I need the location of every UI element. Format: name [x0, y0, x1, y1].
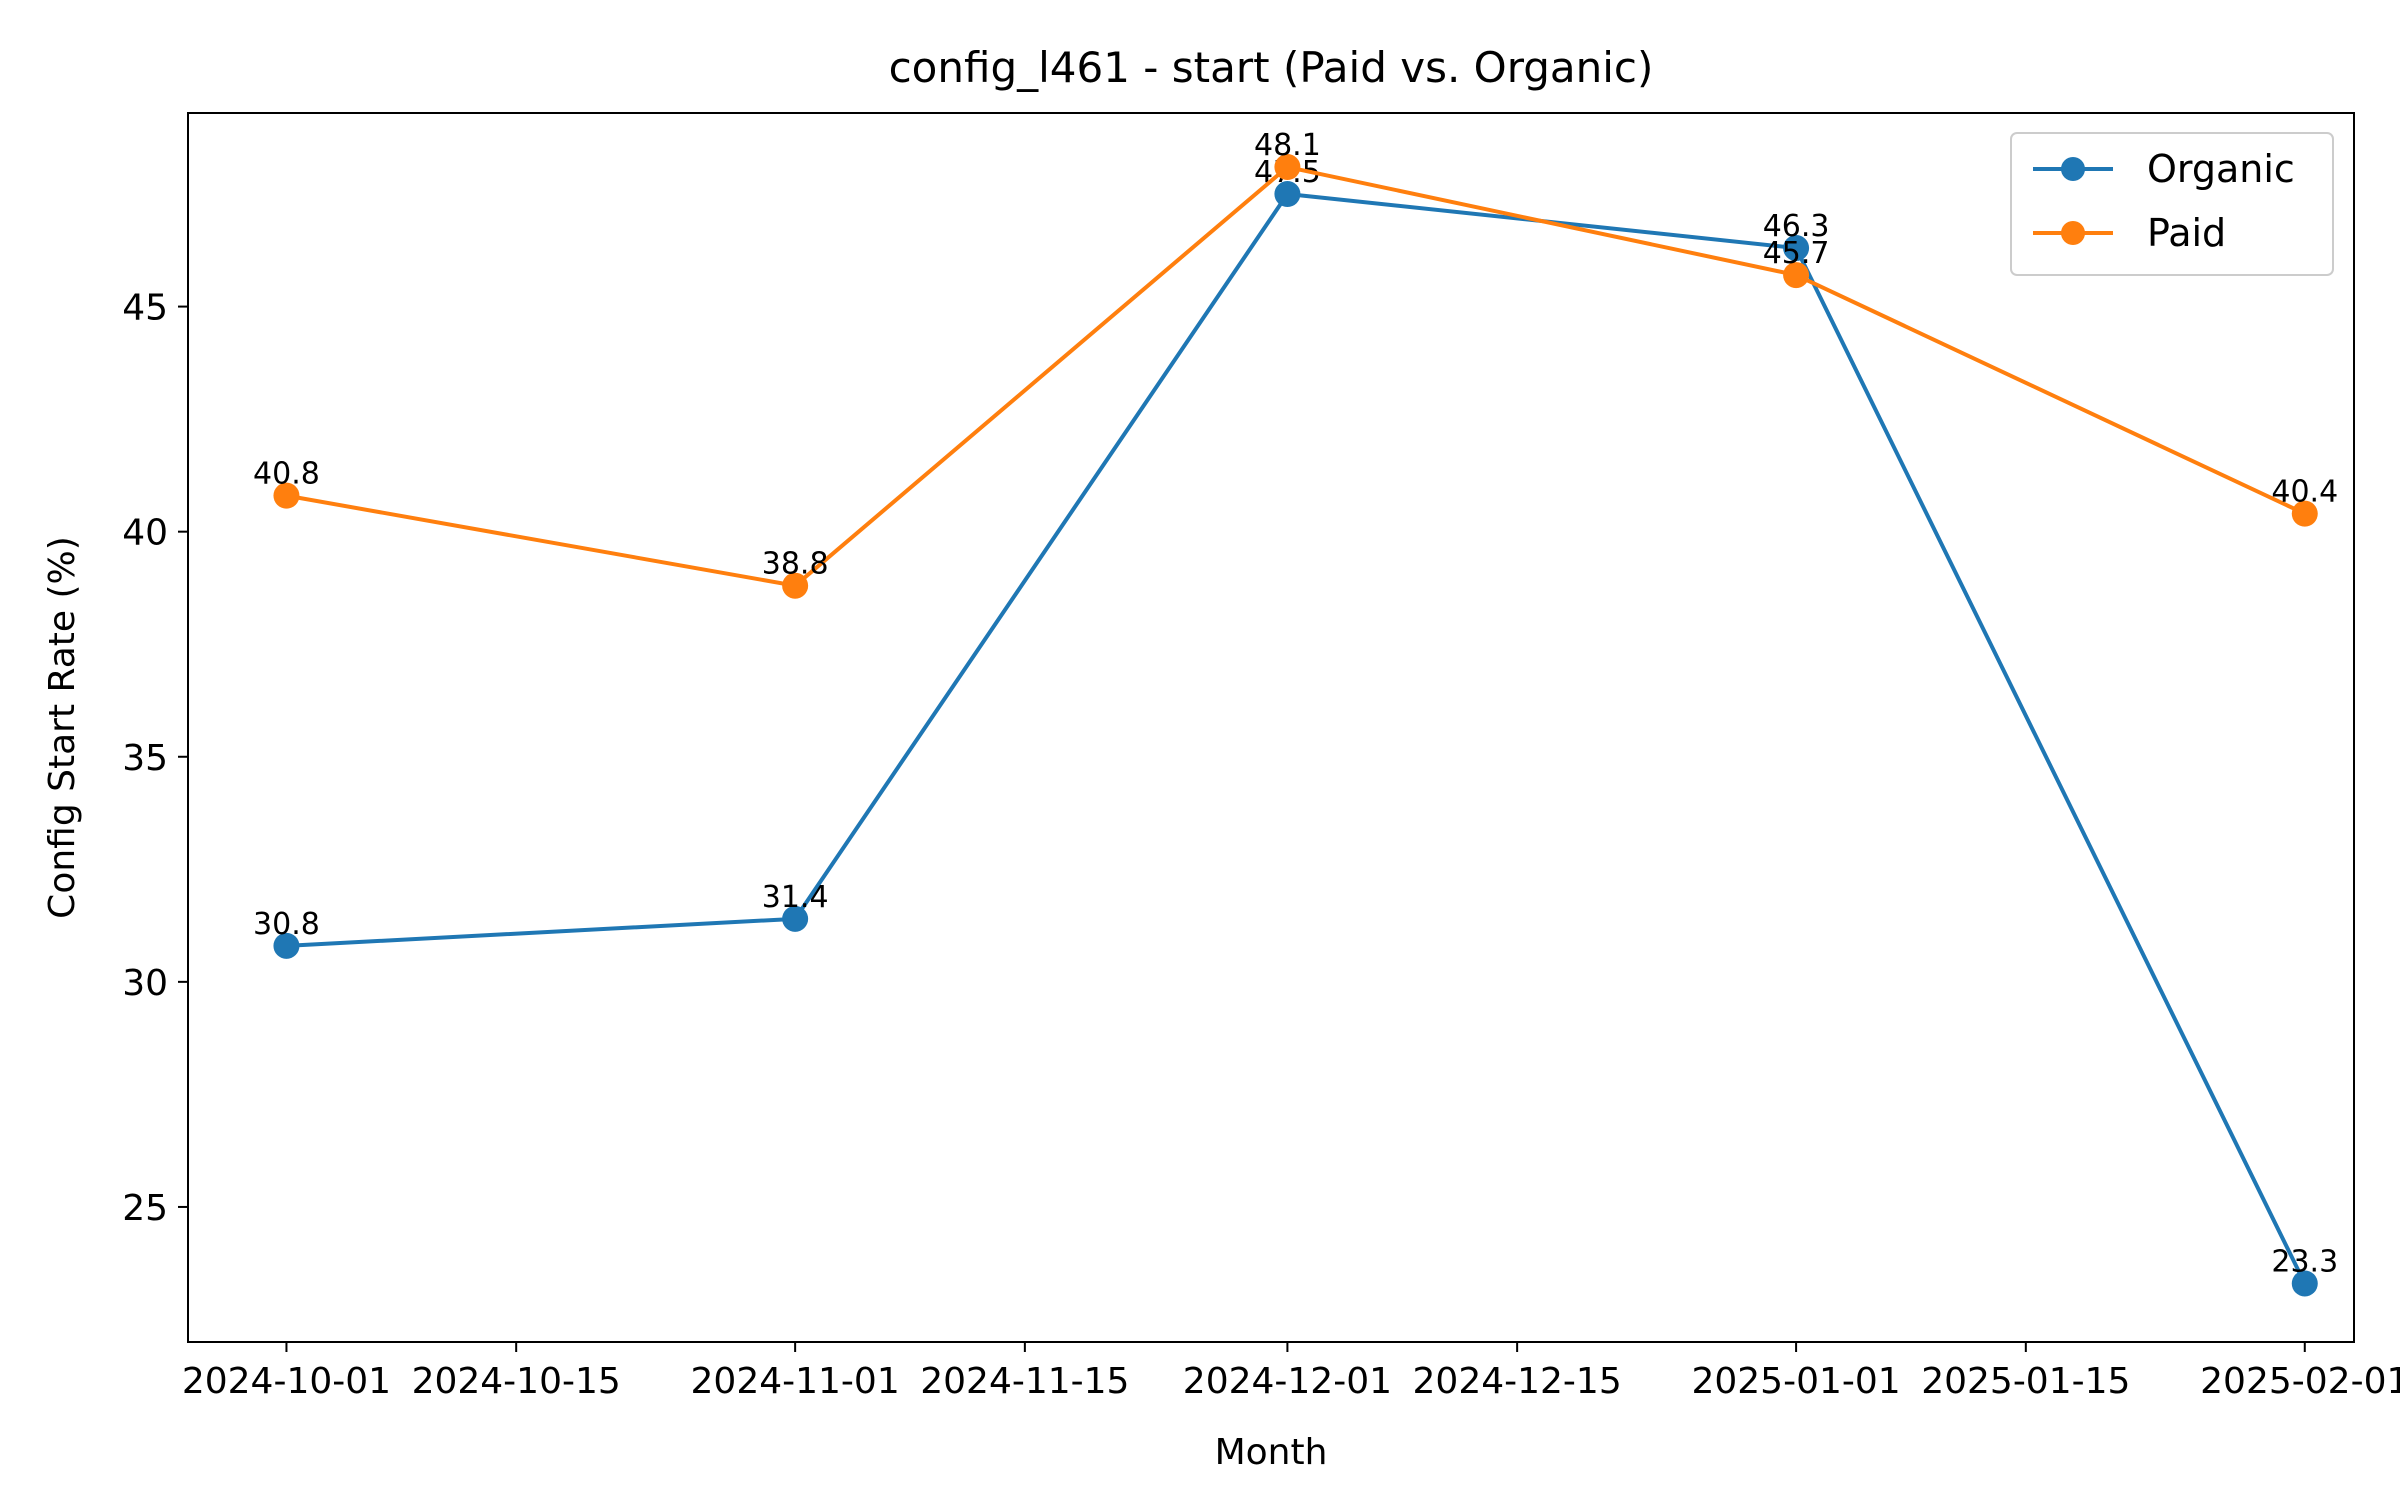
x-tick-label: 2024-12-01: [1183, 1361, 1392, 1402]
x-tick-label: 2025-01-15: [1921, 1361, 2130, 1402]
chart-title: config_l461 - start (Paid vs. Organic): [889, 43, 1654, 92]
data-point-organic: [782, 905, 809, 932]
data-label-organic: 31.4: [762, 880, 829, 915]
y-tick-label: 30: [122, 963, 168, 1004]
data-point-paid: [1783, 262, 1810, 289]
x-tick-label: 2024-12-15: [1413, 1361, 1622, 1402]
data-label-paid: 40.4: [2271, 475, 2338, 510]
data-label-organic: 23.3: [2271, 1244, 2338, 1279]
data-label-organic: 46.3: [1763, 209, 1830, 244]
legend-label-organic: Organic: [2147, 147, 2295, 191]
y-tick-label: 45: [122, 288, 168, 329]
legend-marker-organic: [2061, 157, 2085, 181]
y-axis-label: Config Start Rate (%): [42, 536, 83, 919]
data-point-organic: [1274, 181, 1301, 208]
data-point-organic: [2291, 1270, 2318, 1297]
data-label-paid: 40.8: [253, 457, 320, 492]
plot-area: 25 30 35 40 45 2024-10-01 2024-10-15 2024-11-01…: [122, 112, 2400, 1402]
x-tick-label: 2024-10-15: [412, 1361, 621, 1402]
legend-marker-paid: [2061, 221, 2085, 245]
series-line-paid: [286, 165, 2306, 588]
data-label-paid: 48.1: [1254, 128, 1321, 163]
x-tick-label: 2024-11-15: [920, 1361, 1129, 1402]
data-point-organic: [273, 932, 300, 959]
y-tick-label: 40: [122, 513, 168, 554]
y-tick-label: 25: [122, 1188, 168, 1229]
y-tick-label: 35: [122, 738, 168, 779]
legend: Organic Paid: [2010, 132, 2334, 276]
x-tick-label: 2024-11-01: [691, 1361, 900, 1402]
x-tick-label: 2025-01-01: [1691, 1361, 1900, 1402]
x-tick-label: 2024-10-01: [182, 1361, 391, 1402]
series-line-organic: [286, 192, 2307, 1285]
data-point-paid: [1274, 154, 1301, 181]
data-label-organic: 30.8: [253, 907, 320, 942]
x-tick-label: 2025-02-01: [2200, 1361, 2400, 1402]
data-label-paid: 38.8: [762, 547, 829, 582]
plot-frame: [187, 112, 2355, 1343]
data-label-paid: 45.7: [1763, 236, 1830, 271]
data-point-paid: [2291, 500, 2318, 527]
data-point-paid: [273, 482, 300, 509]
data-point-organic: [1783, 235, 1810, 262]
data-point-paid: [782, 572, 809, 599]
x-axis-label: Month: [1215, 1432, 1328, 1473]
legend-label-paid: Paid: [2147, 211, 2226, 255]
